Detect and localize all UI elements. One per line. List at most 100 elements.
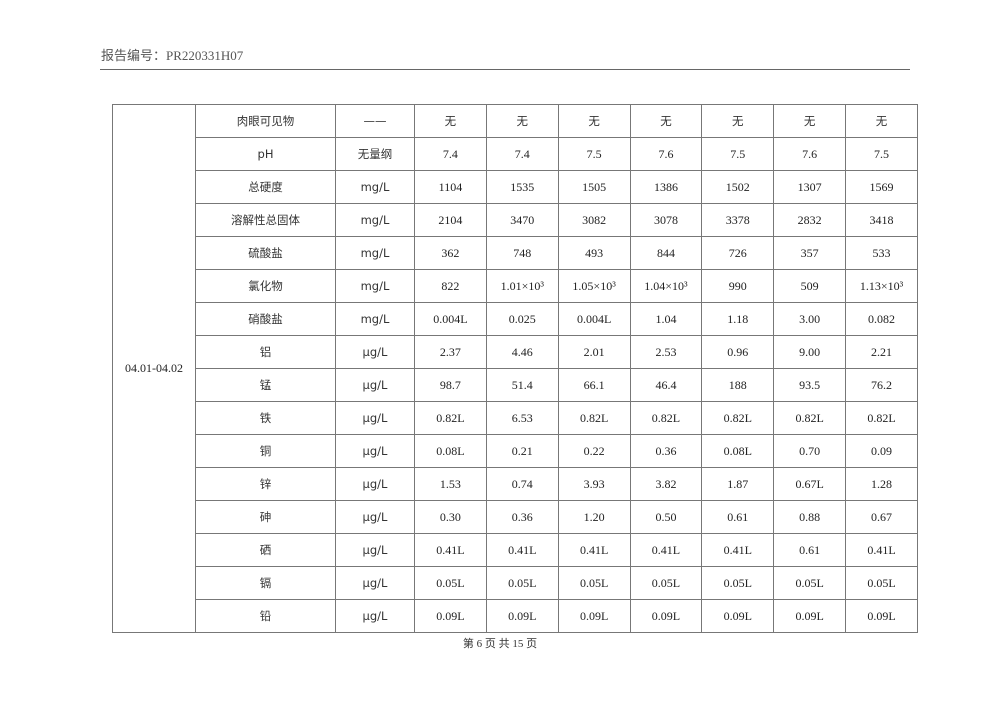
parameter-cell: 铅 — [195, 599, 336, 633]
value-cell: 1.04×10³ — [629, 269, 703, 303]
value-cell: 无 — [485, 104, 559, 138]
parameter-cell: 锌 — [195, 467, 336, 501]
value-cell: 0.09L — [485, 599, 559, 633]
value-cell: 0.09 — [845, 434, 918, 468]
value-cell: 2104 — [414, 203, 487, 237]
value-cell: 509 — [773, 269, 847, 303]
value-cell: 无 — [845, 104, 918, 138]
value-cell: 51.4 — [485, 368, 559, 402]
table-row: 氯化物 mg/L 822 1.01×10³ 1.05×10³ 1.04×10³ 990 509… — [113, 269, 918, 303]
value-cell: 无 — [414, 104, 487, 138]
value-cell: 0.025 — [485, 302, 559, 336]
unit-cell: μg/L — [335, 434, 415, 468]
value-cell: 0.67 — [845, 500, 918, 534]
table-row: 镉 μg/L 0.05L 0.05L 0.05L 0.05L 0.05L 0.05L 0.05L — [113, 566, 918, 600]
table-row: pH 无量纲 7.4 7.4 7.5 7.6 7.5 7.6 7.5 — [113, 137, 918, 171]
value-cell: 7.6 — [773, 137, 847, 171]
unit-cell: mg/L — [335, 203, 415, 237]
value-cell: 1.53 — [414, 467, 487, 501]
date-cell: 04.01-04.02 — [112, 104, 196, 633]
value-cell: 93.5 — [773, 368, 847, 402]
value-cell: 1.01×10³ — [485, 269, 559, 303]
unit-cell: mg/L — [335, 236, 415, 270]
page-number: 第 6 页 共 15 页 — [462, 638, 538, 650]
value-cell: 0.08L — [701, 434, 775, 468]
value-cell: 1104 — [414, 170, 487, 204]
parameter-cell: 铜 — [195, 434, 336, 468]
value-cell: 0.05L — [629, 566, 703, 600]
value-cell: 0.88 — [773, 500, 847, 534]
value-cell: 无 — [773, 104, 847, 138]
value-cell: 1.04 — [629, 302, 703, 336]
value-cell: 0.09L — [845, 599, 918, 633]
table-row: 铝 μg/L 2.37 4.46 2.01 2.53 0.96 9.00 2.21 — [113, 335, 918, 369]
value-cell: 46.4 — [629, 368, 703, 402]
value-cell: 0.09L — [414, 599, 487, 633]
parameter-cell: 铁 — [195, 401, 336, 435]
value-cell: 1569 — [845, 170, 918, 204]
value-cell: 0.30 — [414, 500, 487, 534]
value-cell: 0.09L — [629, 599, 703, 633]
value-cell: 4.46 — [485, 335, 559, 369]
value-cell: 1505 — [557, 170, 631, 204]
value-cell: 0.61 — [773, 533, 847, 567]
parameter-cell: 锰 — [195, 368, 336, 402]
value-cell: 0.82L — [557, 401, 631, 435]
parameter-cell: 硫酸盐 — [195, 236, 336, 270]
table-row: 锰 μg/L 98.7 51.4 66.1 46.4 188 93.5 76.2 — [113, 368, 918, 402]
parameter-cell: 铝 — [195, 335, 336, 369]
value-cell: 0.82L — [701, 401, 775, 435]
value-cell: 7.4 — [414, 137, 487, 171]
value-cell: 3418 — [845, 203, 918, 237]
value-cell: 0.82L — [773, 401, 847, 435]
value-cell: 0.82L — [414, 401, 487, 435]
unit-cell: mg/L — [335, 170, 415, 204]
table-row: 硫酸盐 mg/L 362 748 493 844 726 357 533 — [113, 236, 918, 270]
value-cell: 0.41L — [701, 533, 775, 567]
value-cell: 0.08L — [414, 434, 487, 468]
value-cell: 0.22 — [557, 434, 631, 468]
value-cell: 0.05L — [414, 566, 487, 600]
value-cell: 2.21 — [845, 335, 918, 369]
value-cell: 1.87 — [701, 467, 775, 501]
unit-cell: 无量纲 — [335, 137, 415, 171]
value-cell: 7.6 — [629, 137, 703, 171]
value-cell: 822 — [414, 269, 487, 303]
value-cell: 1.20 — [557, 500, 631, 534]
value-cell: 3082 — [557, 203, 631, 237]
value-cell: 844 — [629, 236, 703, 270]
value-cell: 533 — [845, 236, 918, 270]
unit-cell: mg/L — [335, 269, 415, 303]
value-cell: 2.37 — [414, 335, 487, 369]
value-cell: 188 — [701, 368, 775, 402]
value-cell: 0.82L — [629, 401, 703, 435]
table-row: 铅 μg/L 0.09L 0.09L 0.09L 0.09L 0.09L 0.09L 0.09L — [113, 599, 918, 633]
value-cell: 0.70 — [773, 434, 847, 468]
parameter-cell: 溶解性总固体 — [195, 203, 336, 237]
value-cell: 0.41L — [557, 533, 631, 567]
value-cell: 0.61 — [701, 500, 775, 534]
value-cell: 3.93 — [557, 467, 631, 501]
table-row: 砷 μg/L 0.30 0.36 1.20 0.50 0.61 0.88 0.67 — [113, 500, 918, 534]
parameter-cell: 硝酸盐 — [195, 302, 336, 336]
value-cell: 0.004L — [557, 302, 631, 336]
value-cell: 0.41L — [845, 533, 918, 567]
value-cell: 3.82 — [629, 467, 703, 501]
value-cell: 0.05L — [485, 566, 559, 600]
value-cell: 990 — [701, 269, 775, 303]
value-cell: 2.53 — [629, 335, 703, 369]
header-divider — [100, 69, 910, 70]
unit-cell: μg/L — [335, 401, 415, 435]
value-cell: 0.36 — [629, 434, 703, 468]
value-cell: 0.05L — [773, 566, 847, 600]
value-cell: 1.05×10³ — [557, 269, 631, 303]
value-cell: 9.00 — [773, 335, 847, 369]
value-cell: 0.09L — [557, 599, 631, 633]
value-cell: 1.18 — [701, 302, 775, 336]
value-cell: 66.1 — [557, 368, 631, 402]
table-row: 总硬度 mg/L 1104 1535 1505 1386 1502 1307 1569 — [113, 170, 918, 204]
value-cell: 3378 — [701, 203, 775, 237]
value-cell: 493 — [557, 236, 631, 270]
unit-cell: μg/L — [335, 335, 415, 369]
unit-cell: mg/L — [335, 302, 415, 336]
